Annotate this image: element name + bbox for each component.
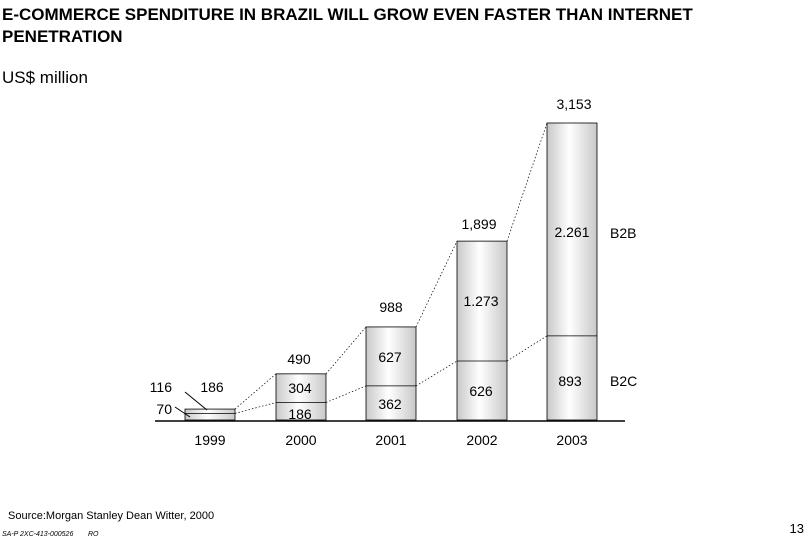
b2c-label-2001: 362 bbox=[378, 396, 402, 412]
total-label-2003: 3,153 bbox=[556, 96, 591, 112]
x-tick-label-2001: 2001 bbox=[375, 432, 406, 448]
chart-subtitle: US$ million bbox=[2, 68, 88, 87]
total-label-2002: 1,899 bbox=[461, 216, 496, 232]
b2c-label-2003: 893 bbox=[558, 373, 582, 389]
reference-initials: RO bbox=[88, 531, 99, 538]
b2b-label-2000: 304 bbox=[288, 380, 312, 396]
total-label-2000: 490 bbox=[287, 351, 311, 367]
b2b-label-2001: 627 bbox=[378, 349, 402, 365]
x-tick-label-2000: 2000 bbox=[285, 432, 316, 448]
leader-line-70 bbox=[174, 406, 191, 418]
source-note: Source:Morgan Stanley Dean Witter, 2000 bbox=[8, 510, 215, 522]
b2c-connector-0 bbox=[234, 402, 277, 414]
page-number: 13 bbox=[789, 521, 804, 536]
total-label-1999: 116 bbox=[150, 379, 173, 395]
chart-title: E-COMMERCE SPENDITURE IN BRAZIL WILL GRO… bbox=[2, 5, 693, 46]
bar-2000 bbox=[275, 373, 327, 421]
bar-2001 bbox=[365, 326, 417, 421]
b2c-label-2000: 186 bbox=[288, 406, 312, 422]
b2c-connector-2 bbox=[415, 360, 458, 387]
x-tick-label-2003: 2003 bbox=[556, 432, 587, 448]
b2c-label-2002: 626 bbox=[469, 383, 493, 399]
total-connector-3 bbox=[506, 122, 548, 242]
bar-1999 bbox=[184, 408, 236, 421]
bar-2002 bbox=[456, 240, 508, 421]
b2b-label-2002: 1.273 bbox=[463, 293, 498, 309]
x-tick-label-1999: 1999 bbox=[194, 432, 225, 448]
reference-code: SA-P 2XC-413-000526 bbox=[2, 531, 74, 538]
total-connector-2 bbox=[415, 240, 458, 328]
legend-b2c: B2C bbox=[610, 373, 637, 389]
b2b-label-2003: 2.261 bbox=[554, 224, 589, 240]
total-label-2001: 988 bbox=[379, 299, 403, 315]
total-connector-1 bbox=[325, 326, 367, 375]
legend-b2b: B2B bbox=[610, 225, 636, 241]
b2c-connector-1 bbox=[325, 385, 367, 403]
x-tick-label-2002: 2002 bbox=[466, 432, 497, 448]
leader-line-116 bbox=[184, 391, 208, 411]
extra-label-1999: 186 bbox=[200, 379, 224, 395]
b2c-connector-3 bbox=[506, 335, 548, 362]
bar-2003 bbox=[546, 122, 598, 421]
b2c-label-1999: 70 bbox=[156, 401, 172, 417]
